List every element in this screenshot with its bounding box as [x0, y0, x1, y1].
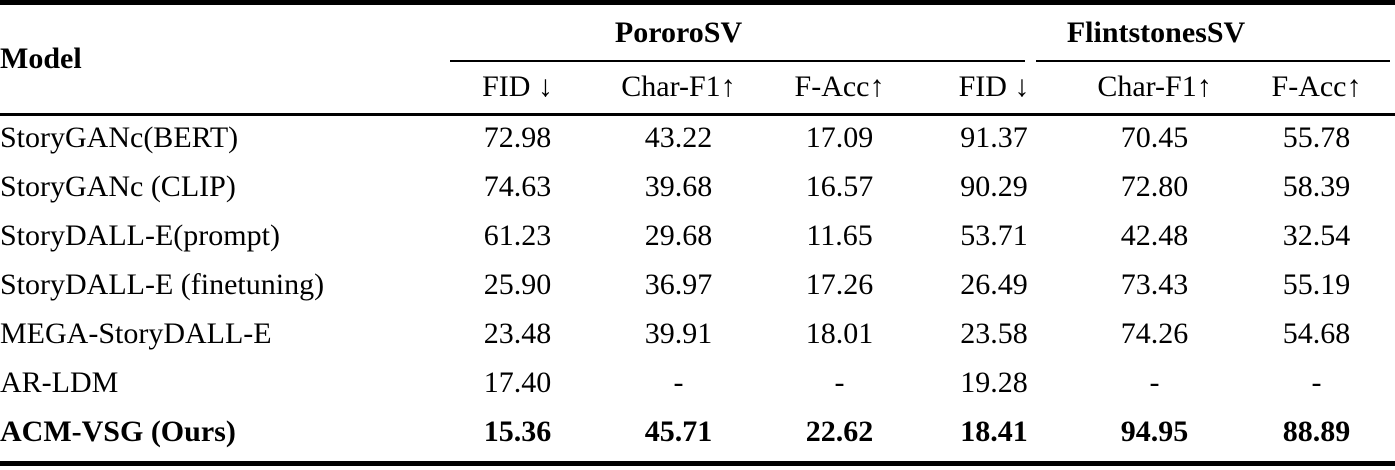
- value-cell: 90.29: [960, 169, 1028, 203]
- value-cell: 42.48: [1120, 218, 1189, 252]
- value-cell: 17.26: [805, 267, 874, 301]
- value-cell: 39.68: [644, 169, 713, 203]
- value-cell: 26.49: [960, 267, 1028, 301]
- model-cell: AR-LDM: [0, 365, 119, 399]
- value-cell: 73.43: [1120, 267, 1189, 301]
- value-cell: 45.71: [644, 414, 713, 448]
- pororosv-group-rule: [450, 60, 1025, 62]
- table-row: MEGA-StoryDALL-E 23.48 39.91 18.01 23.58…: [0, 309, 1395, 358]
- model-cell: StoryGANc (CLIP): [0, 169, 236, 203]
- metric-header-row: FID ↓ Char-F1↑ F-Acc↑ FID ↓ Char-F1↑ F-A…: [0, 60, 1395, 113]
- value-cell: 32.54: [1282, 218, 1351, 252]
- metric-header-flint-facc: F-Acc↑: [1271, 69, 1362, 103]
- value-cell: 72.80: [1120, 169, 1189, 203]
- value-cell: 91.37: [960, 120, 1028, 154]
- value-cell: 29.68: [644, 218, 713, 252]
- value-cell: -: [1149, 365, 1160, 399]
- value-cell: 55.78: [1282, 120, 1351, 154]
- value-cell: 55.19: [1282, 267, 1351, 301]
- model-cell: StoryDALL-E(prompt): [0, 218, 280, 252]
- table-row: StoryGANc (CLIP) 74.63 39.68 16.57 90.29…: [0, 162, 1395, 211]
- value-cell: -: [834, 365, 845, 399]
- value-cell: 17.40: [483, 365, 552, 399]
- value-cell: 11.65: [806, 218, 873, 252]
- table-row: StoryGANc(BERT) 72.98 43.22 17.09 91.37 …: [0, 113, 1395, 162]
- value-cell: 94.95: [1120, 414, 1189, 448]
- table-header-rule: [0, 113, 1395, 116]
- value-cell: 39.91: [644, 316, 713, 350]
- value-cell: 16.57: [805, 169, 874, 203]
- flintstonessv-group-rule: [1036, 60, 1390, 62]
- metric-header-pororo-facc: F-Acc↑: [794, 69, 885, 103]
- table-top-rule: [0, 0, 1395, 5]
- value-cell: 19.28: [960, 365, 1028, 399]
- value-cell: 72.98: [483, 120, 552, 154]
- value-cell: 22.62: [805, 414, 874, 448]
- results-table: Model PororoSV FlintstonesSV FID ↓ Char-…: [0, 5, 1395, 456]
- value-cell: 18.01: [805, 316, 874, 350]
- value-cell: 23.48: [483, 316, 552, 350]
- value-cell: -: [1311, 365, 1322, 399]
- group-header-row: Model PororoSV FlintstonesSV: [0, 5, 1395, 74]
- model-cell: MEGA-StoryDALL-E: [0, 316, 272, 350]
- table-bottom-rule: [0, 461, 1395, 466]
- value-cell: 23.58: [960, 316, 1028, 350]
- table-row-ours: ACM-VSG (Ours) 15.36 45.71 22.62 18.41 9…: [0, 407, 1395, 456]
- group-header-flintstonessv: FlintstonesSV: [1066, 15, 1246, 49]
- column-header-model: Model: [0, 42, 82, 75]
- value-cell: 74.26: [1120, 316, 1189, 350]
- value-cell: 53.71: [960, 218, 1028, 252]
- metric-header-flint-charf1: Char-F1↑: [1097, 69, 1212, 103]
- group-header-pororosv: PororoSV: [614, 15, 743, 49]
- model-cell: StoryDALL-E (finetuning): [0, 267, 325, 301]
- value-cell: 58.39: [1282, 169, 1351, 203]
- model-cell: ACM-VSG (Ours): [0, 414, 236, 448]
- value-cell: 74.63: [483, 169, 552, 203]
- value-cell: 18.41: [960, 414, 1028, 448]
- model-cell: StoryGANc(BERT): [0, 120, 239, 154]
- value-cell: 70.45: [1120, 120, 1189, 154]
- metric-header-pororo-charf1: Char-F1↑: [621, 69, 736, 103]
- value-cell: 15.36: [483, 414, 552, 448]
- table-row: AR-LDM 17.40 - - 19.28 - -: [0, 358, 1395, 407]
- value-cell: 88.89: [1282, 414, 1351, 448]
- metric-header-flint-fid: FID ↓: [958, 69, 1030, 103]
- value-cell: 61.23: [483, 218, 552, 252]
- table-row: StoryDALL-E(prompt) 61.23 29.68 11.65 53…: [0, 211, 1395, 260]
- metric-header-pororo-fid: FID ↓: [482, 69, 553, 103]
- value-cell: 25.90: [483, 267, 552, 301]
- value-cell: 17.09: [805, 120, 874, 154]
- table-row: StoryDALL-E (finetuning) 25.90 36.97 17.…: [0, 260, 1395, 309]
- value-cell: 54.68: [1282, 316, 1351, 350]
- value-cell: 36.97: [644, 267, 713, 301]
- value-cell: 43.22: [644, 120, 713, 154]
- value-cell: -: [673, 365, 684, 399]
